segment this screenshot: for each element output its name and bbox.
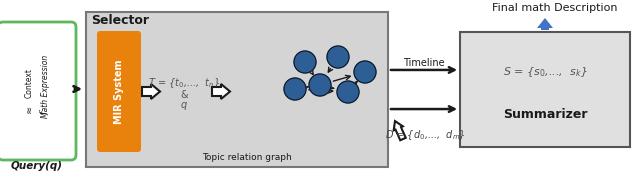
Text: Timeline: Timeline [403, 58, 445, 68]
FancyArrow shape [394, 121, 406, 140]
Text: Context: Context [24, 68, 33, 98]
FancyArrow shape [537, 18, 553, 30]
Text: ≈: ≈ [24, 105, 34, 113]
Circle shape [327, 46, 349, 68]
Circle shape [309, 74, 331, 96]
Text: f: f [40, 111, 49, 115]
Text: Query(q): Query(q) [11, 161, 63, 171]
Text: Summarizer: Summarizer [503, 108, 588, 121]
Text: D = {d$_0$,...,  d$_m$}: D = {d$_0$,..., d$_m$} [385, 128, 465, 142]
Text: Final math Description: Final math Description [492, 3, 618, 13]
Text: T = {t$_0$,...,  t$_n$}: T = {t$_0$,..., t$_n$} [148, 77, 220, 90]
Text: &: & [180, 90, 188, 99]
Text: MIR System: MIR System [114, 59, 124, 124]
FancyBboxPatch shape [0, 22, 76, 160]
Bar [86, 12, 388, 167]
Circle shape [337, 81, 359, 103]
Text: Selector: Selector [91, 13, 149, 27]
FancyBboxPatch shape [97, 31, 141, 152]
Text: S = {s$_0$,...,  s$_k$}: S = {s$_0$,..., s$_k$} [502, 65, 588, 79]
Circle shape [294, 51, 316, 73]
Bar [460, 32, 630, 147]
FancyArrow shape [212, 84, 230, 99]
Circle shape [354, 61, 376, 83]
FancyArrow shape [142, 84, 160, 99]
Text: Topic relation graph: Topic relation graph [202, 153, 292, 161]
Text: q: q [181, 99, 187, 110]
Circle shape [284, 78, 306, 100]
Text: Math Expression: Math Expression [40, 54, 49, 118]
